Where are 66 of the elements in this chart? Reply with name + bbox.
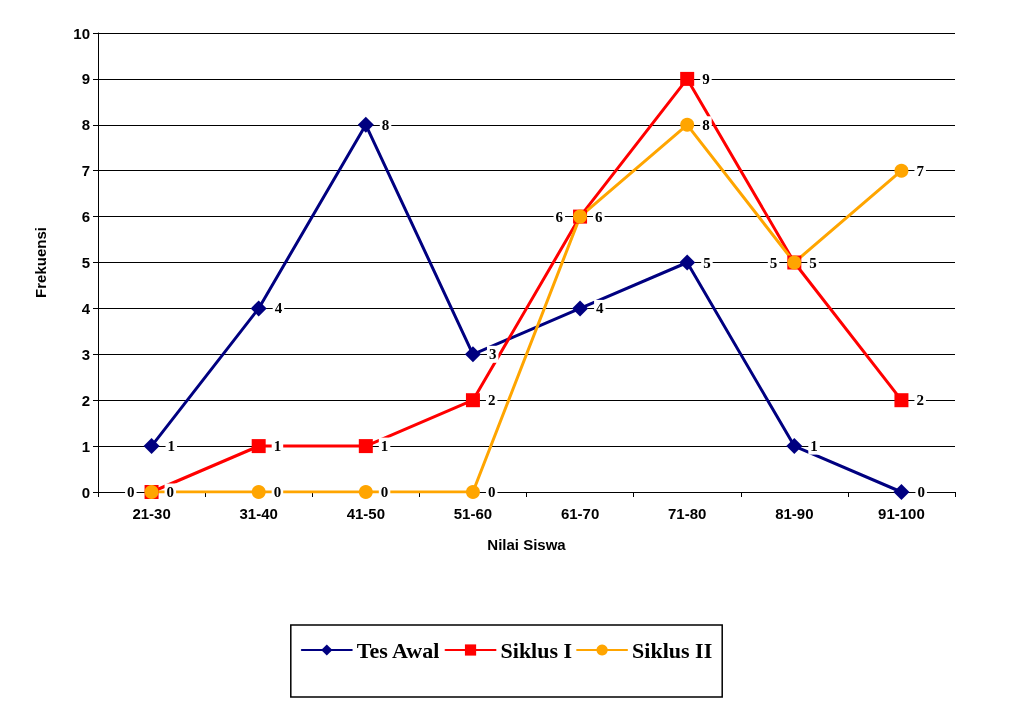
legend-label: Siklus II <box>632 637 713 663</box>
data-label: 1 <box>810 438 818 455</box>
x-tick-label: 21-30 <box>132 505 171 522</box>
y-tick-label: 5 <box>81 254 90 271</box>
data-label: 4 <box>274 300 283 317</box>
data-label: 0 <box>380 484 389 500</box>
y-axis-title: Frekuensi <box>32 227 49 298</box>
y-tick-label: 0 <box>81 483 90 501</box>
point <box>465 393 480 408</box>
y-tick-label: 3 <box>81 345 90 363</box>
point <box>680 117 695 132</box>
point <box>251 439 266 454</box>
data-label: 1 <box>273 438 282 455</box>
x-tick-label: 91-100 <box>878 505 925 522</box>
x-tick-label: 61-70 <box>560 505 600 522</box>
data-label: 7 <box>916 162 925 179</box>
point <box>465 485 480 499</box>
y-tick-label: 4 <box>81 299 91 317</box>
point <box>251 485 266 499</box>
point <box>357 116 374 133</box>
x-tick-label: 41-50 <box>346 505 385 522</box>
data-label: 8 <box>381 116 390 133</box>
y-tick-label: 1 <box>81 437 90 455</box>
point <box>894 393 909 408</box>
data-label: 4 <box>596 300 605 317</box>
x-tick-label: 81-90 <box>775 505 814 522</box>
data-label: 0 <box>273 484 282 500</box>
point <box>358 485 373 499</box>
point <box>679 254 696 271</box>
point <box>250 300 267 317</box>
data-label: 6 <box>555 208 564 225</box>
y-tick-label: 6 <box>81 208 90 226</box>
data-label: 5 <box>809 254 817 271</box>
legend-label: Siklus I <box>500 637 573 663</box>
x-tick-label: 51-60 <box>453 505 493 522</box>
y-tick-label: 7 <box>81 162 90 180</box>
data-label: 6 <box>595 208 604 225</box>
x-tick-label: 31-40 <box>239 505 278 522</box>
data-label: 5 <box>703 254 711 271</box>
data-label: 1 <box>167 438 176 455</box>
data-label: 0 <box>127 484 135 500</box>
legend-label: Tes Awal <box>356 637 440 663</box>
x-tick-label: 71-80 <box>668 505 707 522</box>
point <box>786 438 803 455</box>
y-tick-label: 10 <box>73 24 90 42</box>
data-label: 1 <box>380 438 389 455</box>
data-label: 0 <box>166 484 175 500</box>
y-tick-label: 9 <box>81 70 90 88</box>
data-label: 8 <box>702 116 710 133</box>
data-label: 9 <box>702 70 710 87</box>
data-label: 2 <box>487 392 496 409</box>
point <box>358 439 373 454</box>
point <box>680 71 695 86</box>
point <box>143 438 160 455</box>
point <box>893 484 910 500</box>
point <box>894 163 909 178</box>
point <box>572 300 589 317</box>
y-tick-label: 8 <box>81 116 90 134</box>
x-axis-title: Nilai Siswa <box>487 536 567 553</box>
data-label: 0 <box>917 484 925 500</box>
data-label: 0 <box>487 484 496 500</box>
data-label: 3 <box>488 346 497 363</box>
point <box>464 346 481 363</box>
data-label: 2 <box>916 392 924 409</box>
data-label: 5 <box>769 254 778 271</box>
y-tick-label: 2 <box>81 391 90 409</box>
